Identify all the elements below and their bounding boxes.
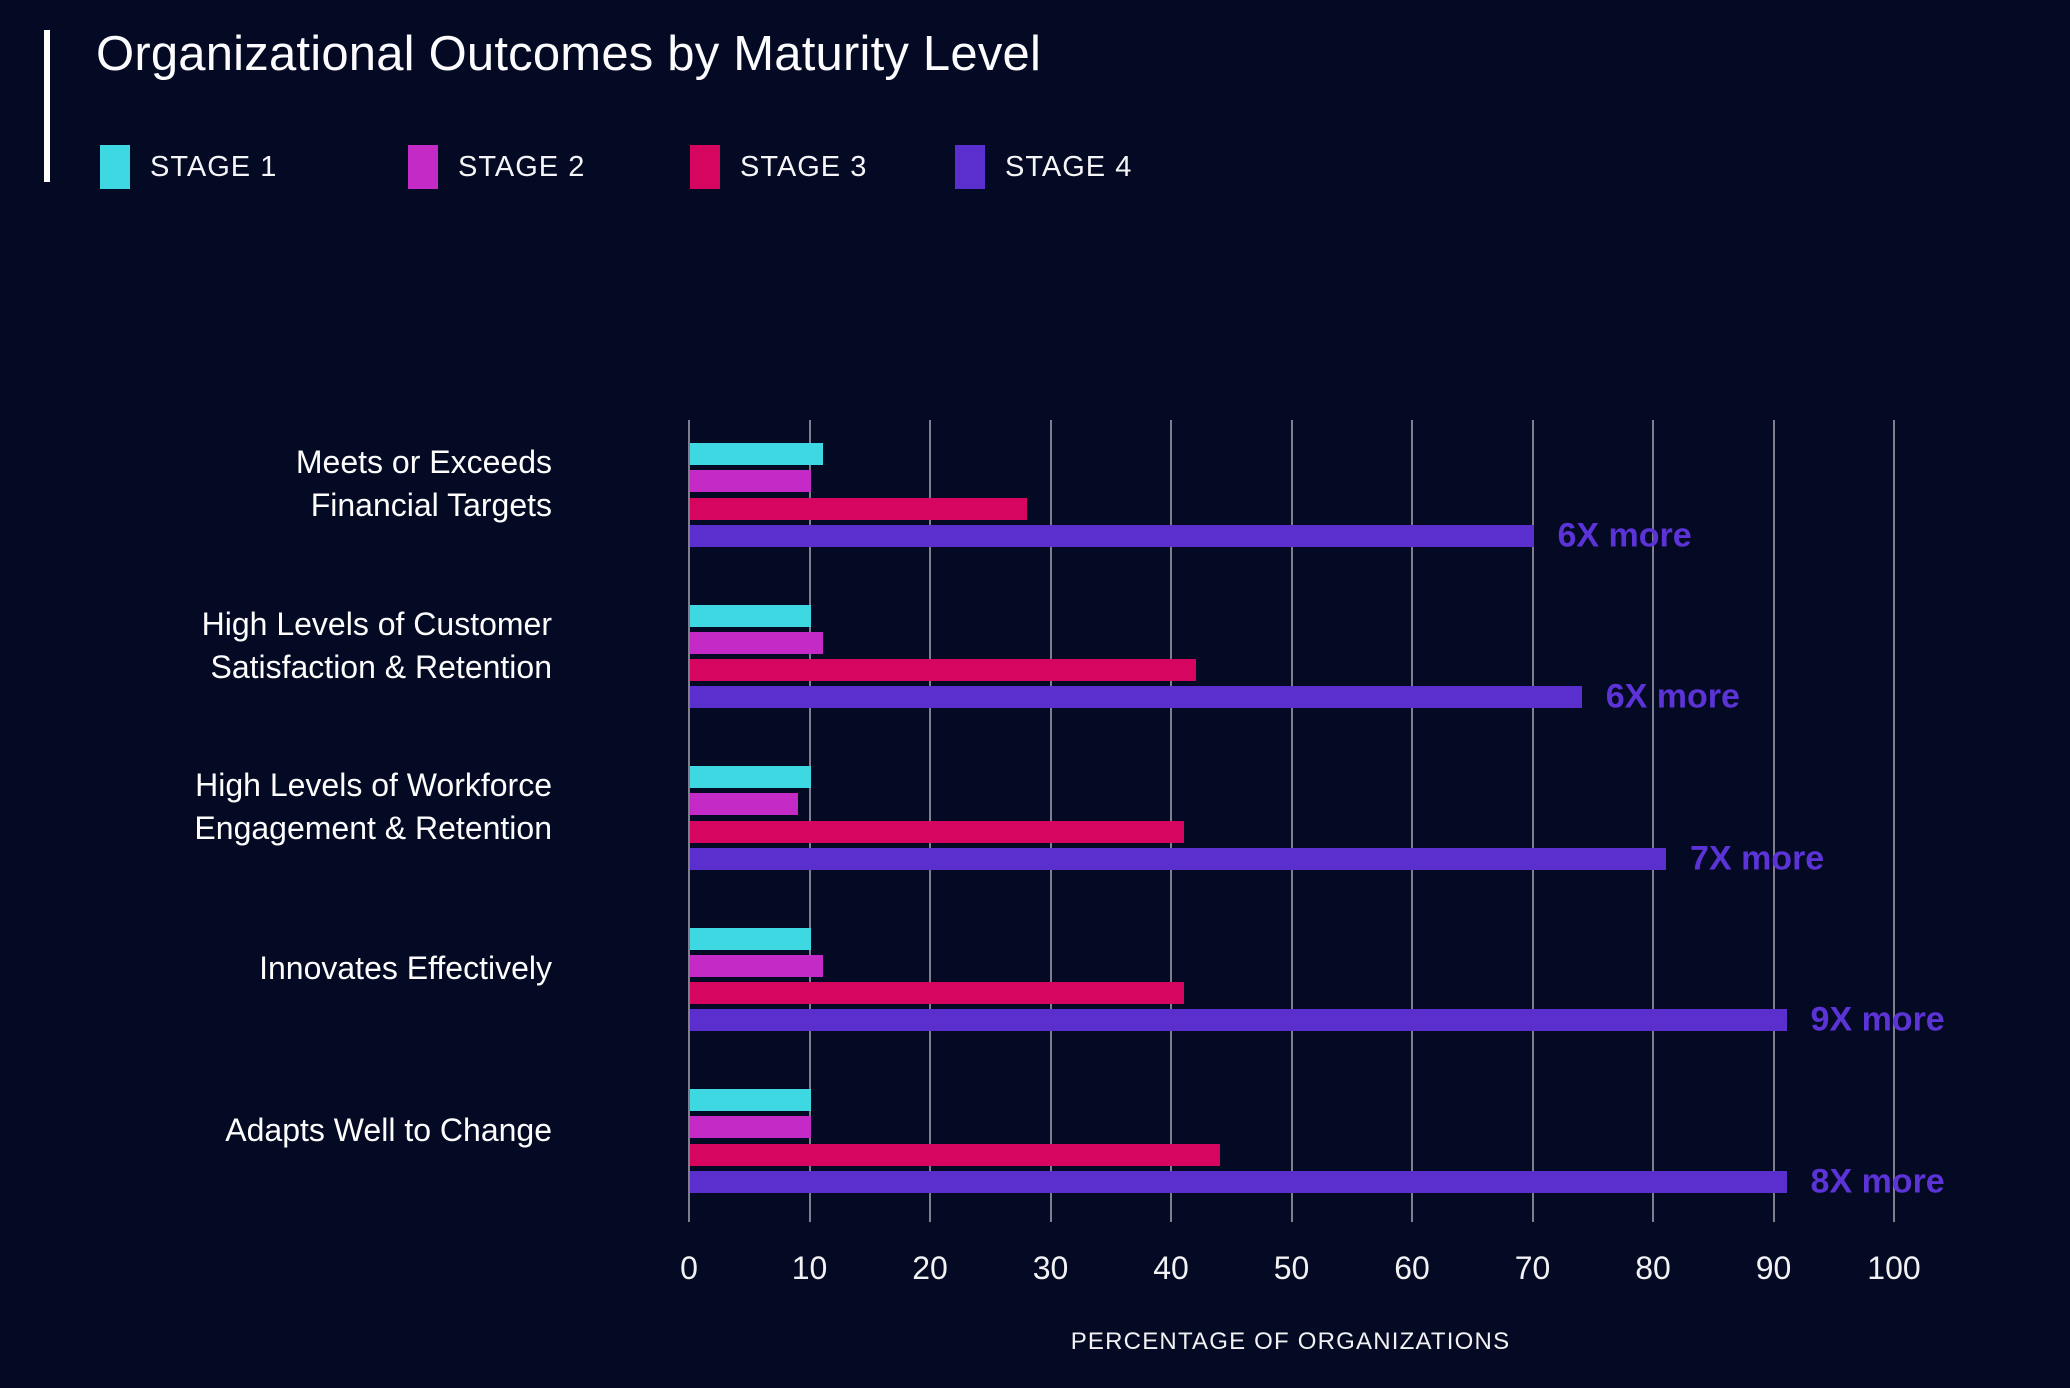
- x-tick-label-30: 30: [1032, 1250, 1069, 1286]
- x-tick-label-60: 60: [1394, 1250, 1430, 1286]
- category-label-line: Satisfaction & Retention: [210, 648, 552, 685]
- category-label-line: High Levels of Customer: [201, 605, 552, 642]
- x-tick-label-90: 90: [1755, 1250, 1792, 1286]
- gridline-90: [1772, 420, 1775, 1222]
- x-tick-label-20: 20: [912, 1250, 948, 1286]
- bar-stage1-cat1: [690, 443, 823, 465]
- bar-stage2-cat3: [690, 793, 799, 816]
- category-label-line: Meets or Exceeds: [295, 444, 552, 480]
- category-label-line: High Levels of Workforce: [195, 767, 552, 803]
- category-label: High Levels of Customer Satisfaction & Re…: [90, 602, 552, 690]
- category-label-line: Innovates Effectively: [259, 950, 552, 986]
- x-tick-label-10: 10: [791, 1250, 828, 1286]
- x-tick-label-80: 80: [1635, 1250, 1671, 1286]
- legend-item-stage3: STAGE 3: [690, 145, 867, 189]
- legend-swatch-icon: [955, 145, 985, 189]
- legend-swatch-icon: [100, 145, 130, 189]
- category-label-line: Engagement & Retention: [194, 810, 552, 846]
- gridline-100: [1893, 420, 1895, 1222]
- bar-annotation: 9X more: [1810, 1000, 1945, 1039]
- bar-stage1-cat3: [690, 766, 811, 788]
- page-title: Organizational Outcomes by Maturity Leve…: [96, 27, 1042, 81]
- gridline-70: [1531, 420, 1534, 1222]
- category-label: Adapts Well to Change: [90, 1086, 552, 1174]
- bar-stage3-cat5: [690, 1143, 1221, 1166]
- gridline-80: [1652, 420, 1654, 1222]
- x-axis-title: PERCENTAGE OF ORGANIZATIONS: [1070, 1328, 1511, 1355]
- bar-stage2-cat1: [690, 470, 811, 493]
- legend-item-stage1: STAGE 1: [100, 145, 277, 189]
- x-tick-label-100: 100: [1867, 1250, 1921, 1286]
- gridline-0: [688, 420, 690, 1222]
- bar-annotation: 7X more: [1690, 839, 1825, 878]
- bar-annotation: 8X more: [1810, 1162, 1945, 1201]
- legend-item-stage2: STAGE 2: [408, 145, 585, 189]
- bar-stage4-cat4: [690, 1009, 1787, 1032]
- bar-stage2-cat5: [690, 1116, 811, 1139]
- category-label: Meets or Exceeds Financial Targets: [90, 440, 552, 528]
- legend-swatch-icon: [690, 145, 720, 189]
- x-tick-label-50: 50: [1273, 1250, 1310, 1286]
- legend-label: STAGE 2: [458, 150, 586, 183]
- bar-stage1-cat4: [690, 927, 811, 950]
- bar-stage1-cat5: [690, 1089, 811, 1111]
- x-tick-label-0: 0: [680, 1250, 698, 1286]
- legend-label: STAGE 4: [1005, 150, 1133, 183]
- bar-stage3-cat4: [690, 982, 1185, 1004]
- legend-label: STAGE 3: [740, 150, 868, 183]
- title-accent-bar: [44, 30, 50, 182]
- bar-stage3-cat1: [690, 497, 1028, 520]
- category-label: Innovates Effectively: [90, 925, 552, 1013]
- bar-annotation: 6X more: [1557, 516, 1692, 555]
- bar-stage3-cat3: [690, 820, 1185, 843]
- bar-stage4-cat3: [690, 847, 1667, 870]
- bar-stage2-cat4: [690, 954, 823, 977]
- category-label-line: Financial Targets: [310, 487, 552, 523]
- bar-annotation: 6X more: [1605, 677, 1740, 716]
- legend-label: STAGE 1: [150, 150, 278, 183]
- bar-stage3-cat2: [690, 659, 1197, 681]
- gridline-50: [1290, 420, 1293, 1222]
- gridline-60: [1411, 420, 1413, 1222]
- x-tick-label-40: 40: [1153, 1250, 1189, 1286]
- bar-stage4-cat1: [690, 524, 1534, 547]
- x-tick-label-70: 70: [1514, 1250, 1551, 1286]
- legend-item-stage4: STAGE 4: [955, 145, 1132, 189]
- legend-swatch-icon: [408, 145, 438, 189]
- bar-stage2-cat2: [690, 631, 823, 654]
- category-label: High Levels of Workforce Engagement & Ret…: [90, 763, 552, 851]
- bar-stage4-cat5: [690, 1170, 1787, 1193]
- bar-stage4-cat2: [690, 686, 1582, 709]
- bar-stage1-cat2: [690, 604, 811, 627]
- category-label-line: Adapts Well to Change: [225, 1111, 552, 1148]
